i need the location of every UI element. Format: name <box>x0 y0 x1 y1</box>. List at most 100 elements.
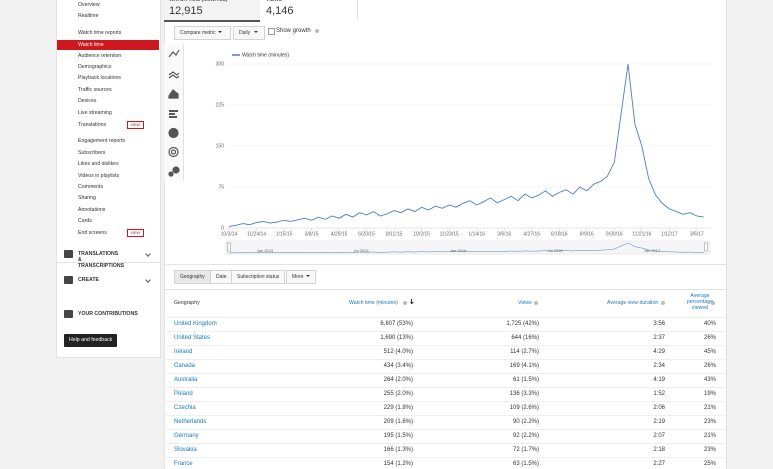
table-header[interactable]: Views <box>518 300 532 306</box>
table-cell: 169 (4.1%) <box>509 363 539 369</box>
geography-link[interactable]: Poland <box>174 391 193 397</box>
caret <box>218 31 222 35</box>
table-cell: 26% <box>703 363 716 369</box>
nav-item[interactable]: Realtime <box>78 13 99 19</box>
checkbox[interactable] <box>268 28 275 35</box>
interval-dropdown[interactable]: Daily <box>233 26 266 40</box>
table-cell: 43% <box>703 377 716 383</box>
table-header: Geography <box>174 300 200 306</box>
help-button[interactable]: Help and feedback <box>64 334 118 347</box>
divider <box>164 264 726 265</box>
metric-value: 4,146 <box>266 5 294 17</box>
row-divider <box>164 331 726 332</box>
selected-bg <box>57 40 159 50</box>
table-cell: 195 (1.5%) <box>383 433 413 439</box>
table-cell: 166 (1.3%) <box>383 447 413 453</box>
nav-item[interactable]: Sharing <box>78 195 96 201</box>
compare-dropdown[interactable]: Compare metric <box>174 26 231 40</box>
section-icon <box>64 276 73 284</box>
table-cell: 2:19 <box>653 419 665 425</box>
row-divider <box>164 317 726 318</box>
geography-link[interactable]: Slovakia <box>174 447 197 453</box>
geography-link[interactable]: Germany <box>174 433 199 439</box>
geography-link[interactable]: Australia <box>174 377 198 383</box>
table-cell: 154 (1.2%) <box>383 461 413 467</box>
nav-item[interactable]: Comments <box>78 184 104 190</box>
table-cell: 109 (2.6%) <box>509 405 539 411</box>
row-divider <box>164 401 726 402</box>
nav-item[interactable]: Devices <box>78 98 97 104</box>
x-tick-label: 10/2/15 <box>413 231 430 237</box>
table-cell: 4:29 <box>653 349 665 355</box>
x-tick-label: 4/27/16 <box>523 231 540 237</box>
table-header[interactable]: Average percentage viewed <box>687 293 713 311</box>
divider <box>56 262 160 263</box>
nav-item[interactable]: Subscribers <box>78 150 106 156</box>
nav-item[interactable]: Translations <box>78 122 107 128</box>
x-tick-label: 10/3/14 <box>221 231 238 237</box>
nav-item[interactable]: Live streaming <box>78 110 112 116</box>
nav-item[interactable]: Cards <box>78 218 92 224</box>
navigator-handle <box>704 242 708 252</box>
metric-tab[interactable] <box>261 0 358 20</box>
table-cell: 2:34 <box>653 363 665 369</box>
nav-item[interactable]: Overview <box>78 2 100 8</box>
geography-link[interactable]: Netherlands <box>174 419 207 425</box>
sort-arrow <box>411 299 412 304</box>
geography-link[interactable]: Czechia <box>174 405 196 411</box>
geography-link[interactable]: Ireland <box>174 349 193 355</box>
help-icon <box>661 301 665 305</box>
nav-item[interactable]: Videos in playlists <box>78 173 120 179</box>
section-header[interactable]: CREATE <box>78 277 99 283</box>
nav-item[interactable]: End screens <box>78 230 107 236</box>
nav-item[interactable]: Watch time <box>78 42 104 48</box>
geography-link[interactable]: Canada <box>174 363 196 369</box>
row-divider <box>164 387 726 388</box>
x-tick-label: 9/30/16 <box>606 231 623 237</box>
nav-item[interactable]: Likes and dislikes <box>78 161 119 167</box>
nav-item[interactable]: Annotations <box>78 207 106 213</box>
section-header[interactable]: TRANSLATIONS & TRANSCRIPTIONS <box>78 251 125 269</box>
row-divider <box>164 443 726 444</box>
x-tick-label: 8/11/15 <box>386 231 403 237</box>
y-tick-label: 300 <box>216 61 225 67</box>
table-cell: 255 (2.0%) <box>383 391 413 397</box>
table-cell: 23% <box>703 419 716 425</box>
tab[interactable]: Date <box>210 270 233 284</box>
nav-item[interactable]: Audience retention <box>78 53 122 59</box>
geography-link[interactable]: France <box>174 461 193 467</box>
table-cell: 114 (2.7%) <box>510 349 539 355</box>
geography-link[interactable]: United States <box>174 335 211 341</box>
section-header[interactable]: YOUR CONTRIBUTIONS <box>78 311 138 317</box>
tab[interactable]: Subscription status <box>231 270 286 284</box>
nav-item[interactable]: Demographics <box>78 64 112 70</box>
navigator-label: Jan 2016 <box>450 248 467 253</box>
table-cell: 1:52 <box>653 391 665 397</box>
table-cell: 23% <box>703 447 716 453</box>
table-cell: 3:56 <box>653 321 665 327</box>
nav-item[interactable]: Traffic sources <box>78 87 112 93</box>
table-cell: 136 (3.3%) <box>509 391 539 397</box>
nav-item[interactable]: Playback locations <box>78 75 121 81</box>
y-tick-label: 150 <box>216 143 225 149</box>
metric-label: VIEWS <box>266 0 283 3</box>
table-header[interactable]: Watch time (minutes) <box>349 300 398 306</box>
table-cell: 2:37 <box>653 335 665 341</box>
tab[interactable]: More <box>286 270 317 284</box>
sidebar <box>56 0 161 358</box>
metric-tab[interactable] <box>164 0 260 22</box>
table-header[interactable]: Average view duration <box>607 300 659 306</box>
navigator-line <box>228 242 704 254</box>
table-cell: 2:07 <box>653 433 665 439</box>
tab[interactable]: Geography <box>174 270 211 284</box>
x-tick-label: 1/15/15 <box>276 231 293 237</box>
x-tick-label: 1/14/16 <box>468 231 485 237</box>
table-cell: 2:06 <box>653 405 665 411</box>
legend-label: Watch time (minutes) <box>242 52 289 58</box>
navigator[interactable] <box>225 240 711 255</box>
row-divider <box>164 373 726 374</box>
navigator-label: Jul 2016 <box>547 248 563 253</box>
geography-link[interactable]: United Kingdom <box>174 321 217 327</box>
